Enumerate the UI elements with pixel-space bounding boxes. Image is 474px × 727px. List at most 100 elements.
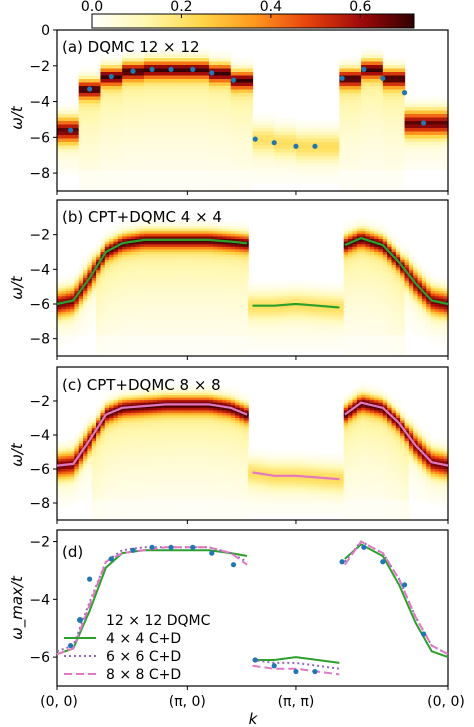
heatmap-cell bbox=[243, 259, 249, 263]
heatmap-cell bbox=[135, 285, 141, 289]
heatmap-cell bbox=[361, 170, 384, 175]
heatmap-cell bbox=[417, 309, 423, 313]
heatmap-cell bbox=[126, 285, 132, 289]
heatmap-cell bbox=[126, 392, 132, 396]
heatmap-cell bbox=[413, 265, 419, 269]
heatmap-cell bbox=[117, 502, 123, 506]
heatmap-cell bbox=[143, 218, 149, 222]
heatmap-cell bbox=[196, 317, 201, 321]
heatmap-cell bbox=[226, 241, 232, 245]
heatmap-cell bbox=[408, 330, 414, 334]
heatmap-cell bbox=[395, 322, 401, 326]
heatmap-cell bbox=[78, 481, 84, 485]
heatmap-cell bbox=[209, 291, 214, 295]
heatmap-cell bbox=[352, 231, 358, 235]
dqmc-peak-point bbox=[108, 73, 114, 80]
heatmap-cell bbox=[122, 330, 128, 334]
heatmap-cell bbox=[378, 241, 384, 245]
heatmap-cell bbox=[78, 332, 84, 336]
dqmc-peak-point bbox=[149, 66, 155, 72]
heatmap-cell bbox=[339, 173, 362, 178]
heatmap-cell bbox=[434, 288, 440, 292]
heatmap-cell bbox=[96, 502, 102, 506]
heatmap-cell bbox=[243, 231, 249, 235]
heatmap-cell bbox=[421, 317, 427, 321]
heatmap-cell bbox=[61, 469, 67, 473]
heatmap-cell bbox=[226, 324, 232, 328]
heatmap-cell bbox=[57, 335, 62, 339]
heatmap-cell bbox=[434, 275, 440, 279]
heatmap-cell bbox=[317, 135, 340, 140]
heatmap-cell bbox=[65, 466, 71, 470]
heatmap-cell bbox=[300, 324, 306, 328]
heatmap-cell bbox=[365, 278, 371, 282]
heatmap-cell bbox=[348, 220, 354, 224]
heatmap-cell bbox=[104, 517, 110, 521]
heatmap-cell bbox=[109, 471, 115, 475]
heatmap-cell bbox=[148, 319, 154, 323]
heatmap-cell bbox=[143, 343, 149, 347]
heatmap-cell bbox=[317, 152, 340, 157]
heatmap-cell bbox=[230, 327, 236, 331]
heatmap-cell bbox=[343, 239, 349, 243]
heatmap-cell bbox=[369, 223, 375, 227]
heatmap-cell bbox=[196, 340, 201, 344]
heatmap-cell bbox=[278, 291, 284, 295]
heatmap-cell bbox=[222, 241, 228, 245]
heatmap-cell bbox=[61, 314, 67, 318]
heatmap-cell bbox=[126, 330, 132, 334]
heatmap-cell bbox=[395, 314, 401, 318]
heatmap-cell bbox=[187, 259, 193, 263]
heatmap-cell bbox=[400, 259, 406, 263]
heatmap-cell bbox=[196, 223, 201, 227]
heatmap-cell bbox=[395, 309, 401, 313]
heatmap-cell bbox=[339, 283, 345, 287]
heatmap-cell bbox=[182, 220, 188, 224]
heatmap-cell bbox=[174, 311, 180, 315]
heatmap-cell bbox=[169, 288, 175, 292]
heatmap-cell bbox=[443, 298, 449, 302]
heatmap-cell bbox=[169, 270, 175, 274]
heatmap-cell bbox=[287, 280, 293, 284]
heatmap-cell bbox=[100, 507, 106, 511]
heatmap-cell bbox=[143, 156, 167, 161]
heatmap-cell bbox=[213, 267, 219, 271]
heatmap-cell bbox=[282, 324, 288, 328]
heatmap-cell bbox=[148, 283, 154, 287]
heatmap-cell bbox=[209, 68, 232, 73]
heatmap-cell bbox=[65, 293, 71, 297]
heatmap-cell bbox=[96, 317, 102, 321]
heatmap-cell bbox=[274, 306, 280, 310]
heatmap-cell bbox=[187, 163, 210, 168]
heatmap-cell bbox=[65, 301, 71, 305]
heatmap-cell bbox=[378, 272, 384, 276]
heatmap-cell bbox=[57, 156, 80, 161]
heatmap-cell bbox=[421, 322, 427, 326]
heatmap-cell bbox=[117, 443, 123, 447]
heatmap-cell bbox=[204, 272, 210, 276]
heatmap-cell bbox=[148, 314, 154, 318]
heatmap-cell bbox=[96, 252, 102, 256]
heatmap-cell bbox=[57, 461, 62, 465]
heatmap-cell bbox=[226, 270, 232, 274]
heatmap-cell bbox=[421, 296, 427, 300]
heatmap-cell bbox=[135, 335, 141, 339]
heatmap-cell bbox=[209, 309, 214, 313]
heatmap-cell bbox=[126, 517, 132, 521]
heatmap-cell bbox=[148, 345, 154, 349]
heatmap-cell bbox=[304, 332, 310, 336]
heatmap-cell bbox=[156, 249, 162, 253]
heatmap-cell bbox=[230, 93, 254, 98]
heatmap-cell bbox=[74, 322, 80, 326]
heatmap-cell bbox=[230, 348, 236, 352]
heatmap-cell bbox=[100, 156, 123, 161]
heatmap-cell bbox=[126, 476, 132, 480]
heatmap-cell bbox=[417, 293, 423, 297]
heatmap-cell bbox=[191, 220, 197, 224]
heatmap-cell bbox=[352, 327, 358, 331]
heatmap-cell bbox=[339, 58, 362, 63]
heatmap-cell bbox=[313, 330, 319, 334]
heatmap-cell bbox=[174, 267, 180, 271]
heatmap-cell bbox=[326, 337, 332, 341]
heatmap-cell bbox=[395, 332, 401, 336]
